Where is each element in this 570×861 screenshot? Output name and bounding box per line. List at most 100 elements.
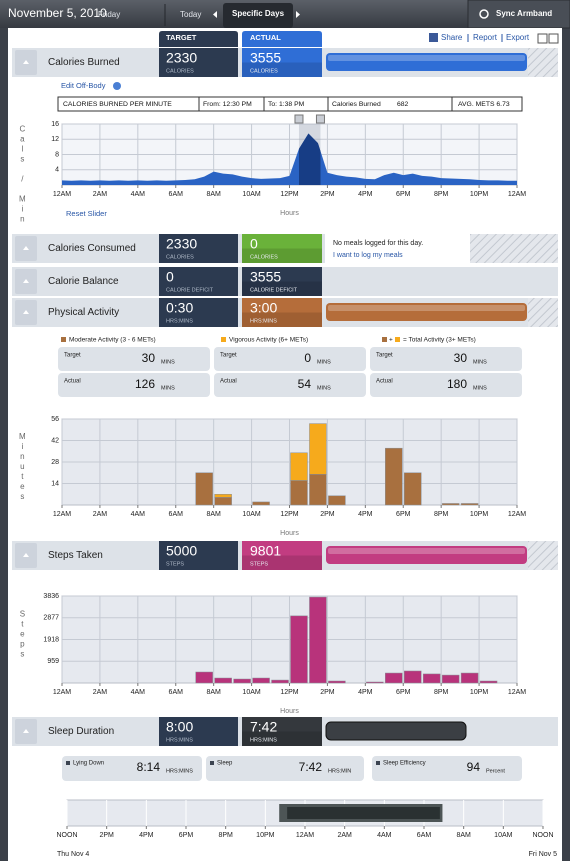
tab-specific-days[interactable]: Specific Days <box>232 9 285 18</box>
row-label: Physical Activity <box>48 307 119 318</box>
info-bar <box>57 96 523 112</box>
activity-bar <box>460 503 479 506</box>
sleep-interval <box>287 807 440 819</box>
progress-bar <box>326 53 527 71</box>
actual-value: 3555 <box>250 50 281 66</box>
sleep-cell-value: 94 <box>467 760 481 774</box>
actual-value: 3:00 <box>250 300 277 316</box>
x-tick-label: 12PM <box>280 511 298 518</box>
actual-value: 7:42 <box>250 719 277 735</box>
actual-box <box>242 48 322 77</box>
prev-arrow[interactable] <box>213 11 217 18</box>
target-box <box>159 234 238 263</box>
toggle-arrow <box>23 310 29 314</box>
steps-bar <box>460 672 479 684</box>
actual-box <box>242 234 322 263</box>
sync-icon <box>479 9 489 19</box>
activity-cell-label: Target <box>64 353 81 359</box>
calorie-area <box>62 133 517 185</box>
activity-cell-unit: MINS <box>473 359 487 365</box>
x-axis-label: Hours <box>280 708 299 715</box>
x-tick-label: 8AM <box>456 832 471 839</box>
x-tick-label: 2AM <box>93 689 108 696</box>
actual-unit: HRS:MINS <box>250 318 277 324</box>
steps-bar <box>309 596 327 684</box>
x-tick-label: 2PM <box>320 191 335 198</box>
sleep-cell-label: Sleep <box>217 761 233 767</box>
target-box <box>159 298 238 327</box>
progress-bar <box>326 303 527 321</box>
header-date: November 5, 2010 <box>8 6 107 20</box>
info-calories-label: Calories Burned <box>332 101 381 108</box>
sleep-cell <box>62 756 202 781</box>
collapse-button[interactable] <box>537 33 548 44</box>
legend-swatch <box>61 337 66 342</box>
activity-cell <box>214 373 366 397</box>
x-tick-label: 10AM <box>242 689 260 696</box>
legend-swatch <box>221 337 226 342</box>
x-tick-label: 10AM <box>242 511 260 518</box>
x-tick-label: 12PM <box>280 191 298 198</box>
steps-bar <box>404 670 422 684</box>
slider-handle[interactable] <box>294 114 304 124</box>
activity-cell-value: 126 <box>135 377 155 391</box>
y-tick-label: 56 <box>51 416 59 423</box>
x-tick-label: 6PM <box>396 191 411 198</box>
edit-off-body-link[interactable]: Edit Off-Body <box>61 81 106 90</box>
activity-cell <box>58 373 210 397</box>
x-tick-label: 8PM <box>434 191 449 198</box>
activity-cell <box>370 373 522 397</box>
header-weekday: Friday <box>98 10 120 19</box>
reset-slider-link[interactable]: Reset Slider <box>66 209 107 218</box>
sleep-cell <box>372 756 522 781</box>
share-link[interactable]: Share <box>441 33 463 42</box>
x-tick-label: 4PM <box>139 832 154 839</box>
progress-bar-shine <box>328 55 525 61</box>
row-label: Sleep Duration <box>48 726 114 737</box>
sleep-cell-label: Sleep Efficiency <box>383 761 426 767</box>
legend-label: = Total Activity (3+ METs) <box>403 337 476 344</box>
tab-today[interactable]: Today <box>180 10 201 19</box>
activity-bar <box>290 480 308 506</box>
y-tick-label: 28 <box>51 459 59 466</box>
y-axis-label: Cals / Min <box>18 125 27 225</box>
legend-label: Moderate Activity (3 - 6 METs) <box>69 337 156 344</box>
end-date-label: Fri Nov 5 <box>529 851 558 858</box>
sleep-cell-label: Lying Down <box>73 761 104 767</box>
report-link[interactable]: Report <box>473 33 498 42</box>
activity-cell <box>58 347 210 371</box>
x-axis-label: Hours <box>280 530 299 537</box>
x-tick-label: 6AM <box>417 832 432 839</box>
info-to: To: 1:38 PM <box>268 101 305 108</box>
y-tick-label: 3836 <box>43 593 59 600</box>
x-tick-label: 12AM <box>508 689 526 696</box>
info-from: From: 12:30 PM <box>203 101 252 108</box>
x-tick-label: 2PM <box>320 511 335 518</box>
activity-cell-unit: MINS <box>317 385 331 391</box>
sync-label[interactable]: Sync Armband <box>496 9 552 18</box>
x-tick-label: 10PM <box>470 511 488 518</box>
meal-link[interactable]: I want to log my meals <box>333 252 403 259</box>
steps-bar <box>195 671 213 684</box>
row-label: Calorie Balance <box>48 276 119 287</box>
expand-button[interactable] <box>548 33 559 44</box>
sleep-cell <box>206 756 364 781</box>
sleep-cell-unit: HRS:MIN <box>328 768 351 774</box>
actual-box <box>242 298 322 327</box>
next-arrow[interactable] <box>296 11 300 18</box>
x-tick-label: 10PM <box>470 191 488 198</box>
y-tick-label: 12 <box>51 136 59 143</box>
x-tick-label: 6PM <box>396 689 411 696</box>
slider-handle[interactable] <box>315 114 325 124</box>
y-tick-label: 1918 <box>43 636 59 643</box>
activity-cell-label: Actual <box>376 379 393 385</box>
export-link[interactable]: Export <box>506 33 530 42</box>
target-value: 2330 <box>166 50 197 66</box>
help-icon[interactable] <box>113 82 121 90</box>
progress-bar-shine <box>328 305 525 311</box>
steps-bar <box>366 681 384 684</box>
legend-plus: + <box>389 337 393 344</box>
row-label: Steps Taken <box>48 550 103 561</box>
